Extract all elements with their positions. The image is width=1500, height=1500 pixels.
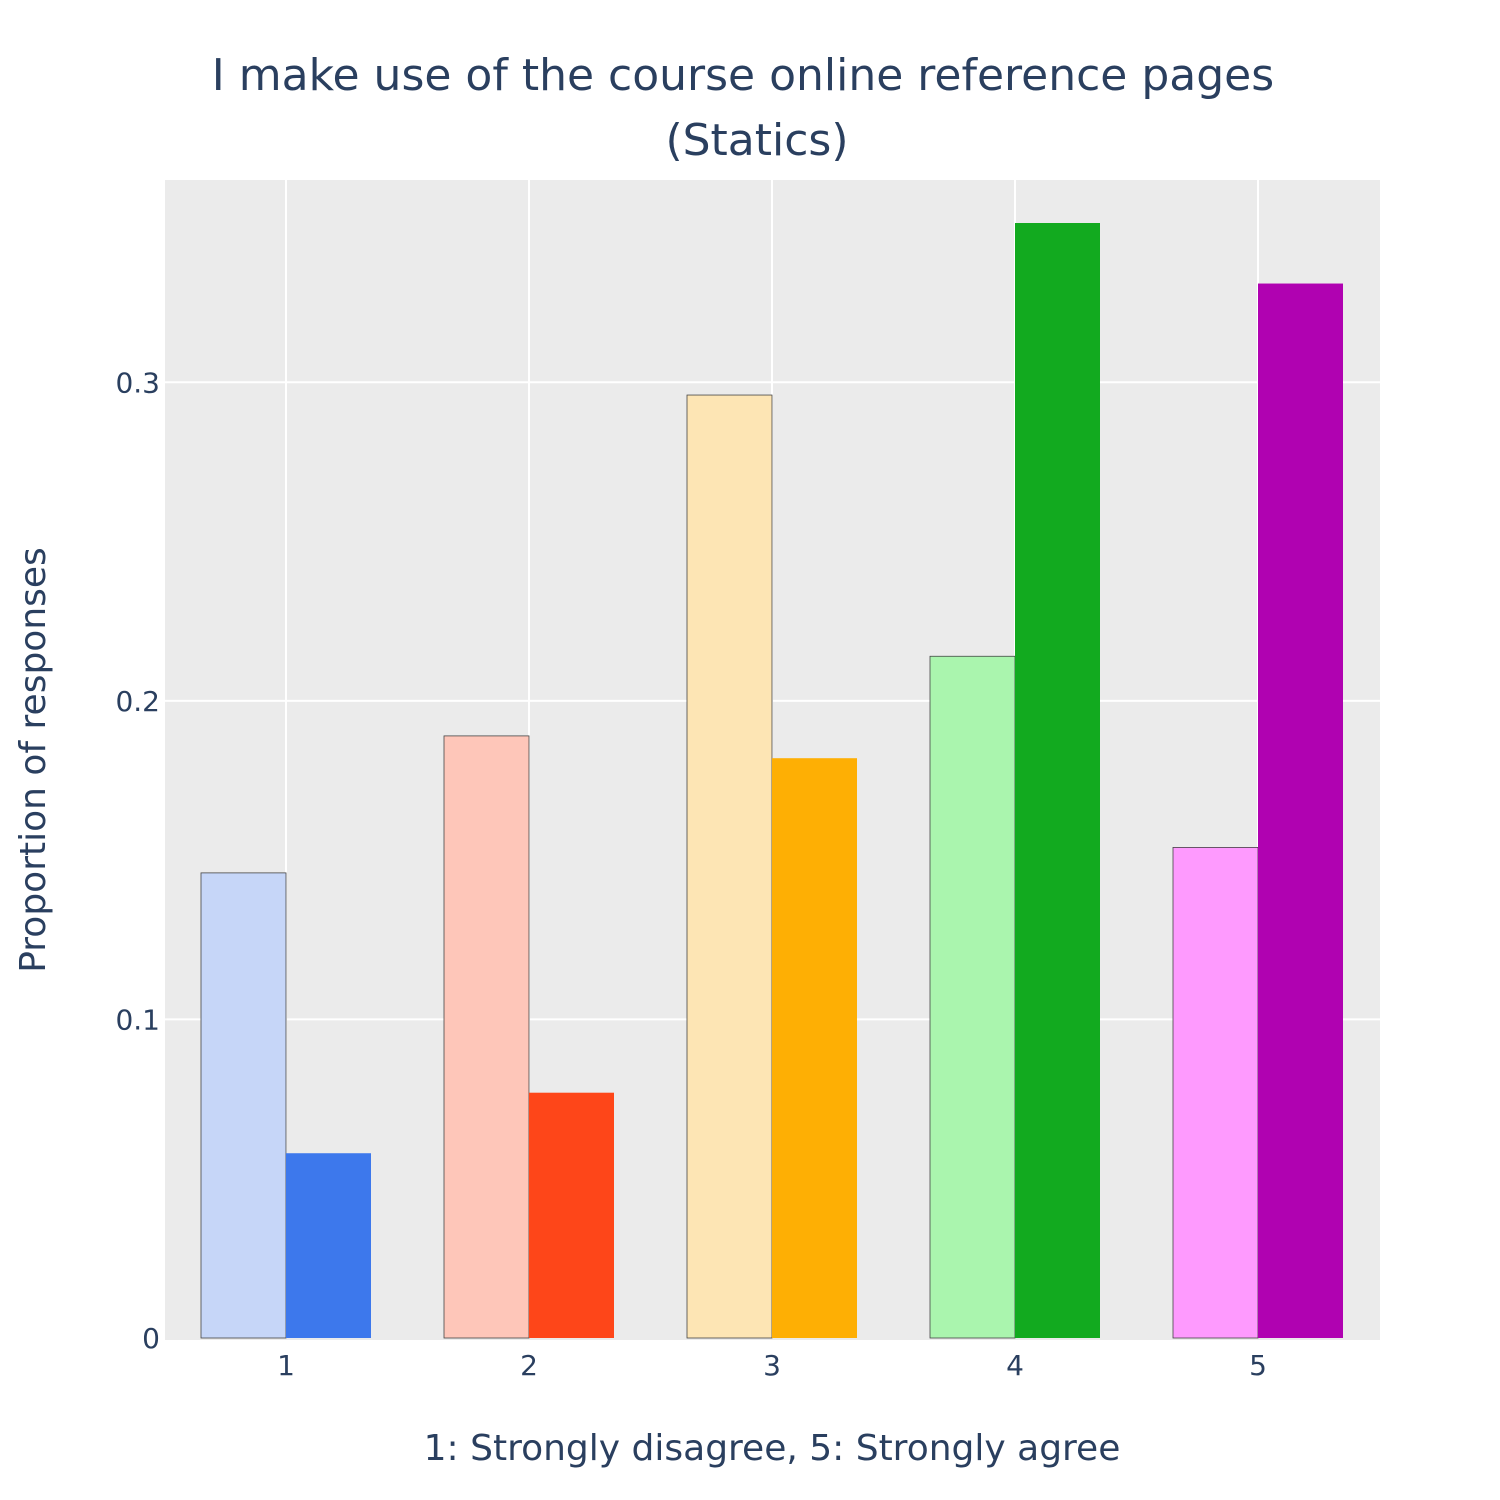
bar-series-1-cat-2 <box>443 735 530 1339</box>
chart-title-line-2: (Statics) <box>665 115 848 166</box>
x-axis-ticks: 1 2 3 4 5 <box>277 1349 1267 1382</box>
bar-series-2-cat-5 <box>1258 283 1343 1339</box>
y-tick-label: 0.2 <box>115 685 160 718</box>
bars <box>200 223 1343 1339</box>
bar-series-1-cat-3 <box>686 394 773 1339</box>
bar-series-1-cat-1 <box>200 872 287 1339</box>
x-tick-label: 5 <box>1249 1349 1267 1382</box>
y-tick-label: 0.3 <box>115 366 160 399</box>
x-tick-label: 3 <box>763 1349 781 1382</box>
bar-series-2-cat-2 <box>529 1092 614 1338</box>
y-axis-ticks: 0 0.1 0.2 0.3 <box>115 366 160 1355</box>
bar-series-1-cat-5 <box>1172 847 1259 1339</box>
bar-series-1-cat-4 <box>929 655 1016 1339</box>
x-axis-title: 1: Strongly disagree, 5: Strongly agree <box>424 1428 1121 1469</box>
y-axis-title: Proportion of responses <box>13 547 54 973</box>
chart-title-line-1: I make use of the course online referenc… <box>212 50 1274 101</box>
bar-series-2-cat-3 <box>772 758 857 1338</box>
y-tick-label: 0 <box>142 1322 160 1355</box>
x-tick-label: 2 <box>520 1349 538 1382</box>
x-tick-label: 4 <box>1006 1349 1024 1382</box>
x-tick-label: 1 <box>277 1349 295 1382</box>
y-tick-label: 0.1 <box>115 1003 160 1036</box>
bar-series-2-cat-1 <box>286 1153 371 1338</box>
bar-series-2-cat-4 <box>1015 223 1100 1339</box>
